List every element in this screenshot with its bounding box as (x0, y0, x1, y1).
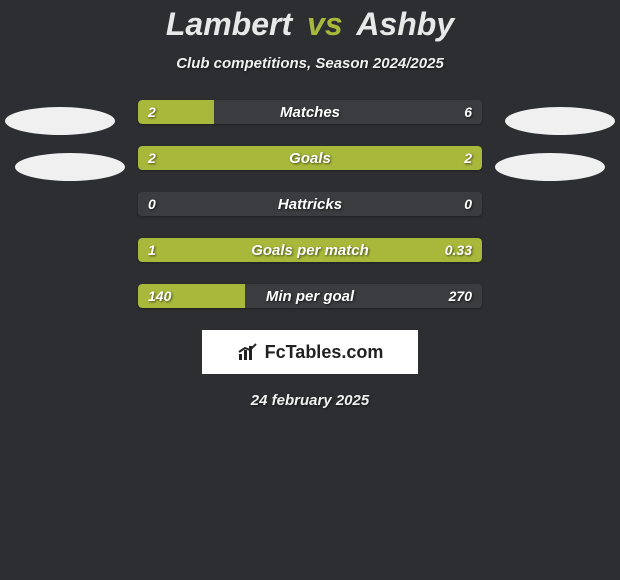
title-player1: Lambert (166, 6, 292, 42)
stat-label: Hattricks (138, 192, 482, 216)
stat-row: 26Matches (138, 100, 482, 124)
stat-row: 10.33Goals per match (138, 238, 482, 262)
player-marker-right-2 (495, 153, 605, 181)
date: 24 february 2025 (0, 392, 620, 409)
logo-box: FcTables.com (202, 330, 418, 374)
page-title: Lambert vs Ashby (0, 6, 620, 43)
stat-label: Matches (138, 100, 482, 124)
logo-text: FcTables.com (265, 342, 384, 363)
logo: FcTables.com (237, 342, 384, 363)
stats-area: 26Matches 22Goals 00Hattricks 10.33Goals pe… (0, 100, 620, 308)
stat-rows: 26Matches 22Goals 00Hattricks 10.33Goals pe… (138, 100, 482, 308)
stat-row: 22Goals (138, 146, 482, 170)
player-marker-left-2 (15, 153, 125, 181)
player-marker-right-1 (505, 107, 615, 135)
stat-label: Min per goal (138, 284, 482, 308)
stat-row: 140270Min per goal (138, 284, 482, 308)
stat-label: Goals (138, 146, 482, 170)
stat-row: 00Hattricks (138, 192, 482, 216)
title-vs: vs (307, 6, 343, 42)
player-marker-left-1 (5, 107, 115, 135)
title-player2: Ashby (356, 6, 454, 42)
stat-label: Goals per match (138, 238, 482, 262)
subtitle: Club competitions, Season 2024/2025 (0, 55, 620, 72)
chart-icon (237, 342, 259, 362)
